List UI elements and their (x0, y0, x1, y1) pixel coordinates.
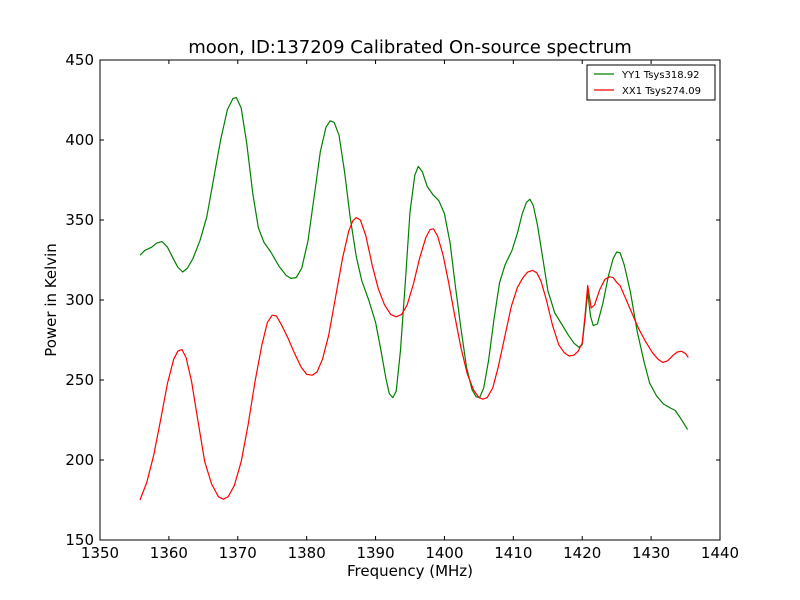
x-tick-label: 1400 (425, 544, 463, 562)
y-tick-label: 450 (65, 51, 94, 69)
x-tick-label: 1360 (150, 544, 188, 562)
x-axis-ticks: 1350 1360 1370 1380 1390 1400 1410 1420 1430 1440 (81, 60, 739, 562)
y-tick-label: 200 (65, 451, 94, 469)
legend-label-yy1: YY1 Tsys318.92 (621, 70, 700, 81)
x-tick-label: 1390 (356, 544, 394, 562)
x-axis-label: Frequency (MHz) (347, 562, 473, 580)
legend-label-xx1: XX1 Tsys274.09 (622, 86, 701, 97)
legend-box (586, 64, 716, 101)
y-tick-label: 300 (65, 291, 94, 309)
x-tick-label: 1430 (632, 544, 670, 562)
x-tick-label: 1380 (288, 544, 326, 562)
y-axis-ticks: 150 200 250 300 350 400 450 (65, 51, 720, 549)
x-tick-label: 1410 (494, 544, 532, 562)
plot-series (139, 97, 689, 501)
series-line-0 (139, 97, 689, 430)
y-tick-label: 400 (65, 131, 94, 149)
legend: YY1 Tsys318.92 XX1 Tsys274.09 (586, 64, 716, 101)
plot-frame (99, 59, 721, 541)
x-tick-label: 1350 (81, 544, 119, 562)
x-tick-label: 1420 (563, 544, 601, 562)
y-axis-label: Power in Kelvin (42, 243, 60, 357)
chart-title: moon, ID:137209 Calibrated On-source spe… (188, 37, 632, 58)
x-tick-label: 1440 (701, 544, 739, 562)
series-line-1 (139, 217, 689, 501)
y-tick-label: 250 (65, 371, 94, 389)
y-tick-label: 350 (65, 211, 94, 229)
x-tick-label: 1370 (219, 544, 257, 562)
y-tick-label: 150 (65, 531, 94, 549)
